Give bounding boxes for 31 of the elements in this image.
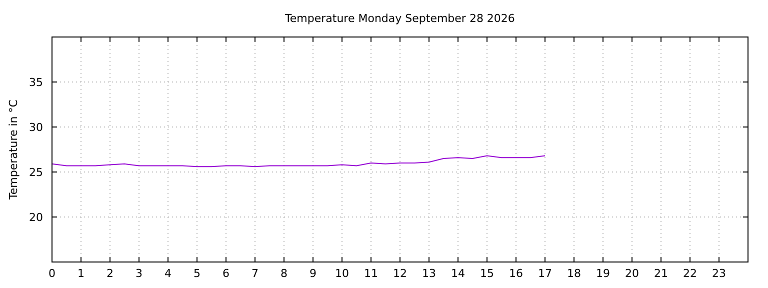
x-tick-label: 22	[683, 267, 697, 280]
chart-title: Temperature Monday September 28 2026	[284, 12, 515, 25]
x-tick-label: 6	[222, 267, 230, 280]
y-tick-label: 30	[29, 121, 43, 134]
x-tick-label: 8	[280, 267, 288, 280]
x-tick-label: 15	[480, 267, 494, 280]
x-tick-label: 0	[48, 267, 56, 280]
y-tick-label: 35	[29, 76, 43, 89]
x-tick-label: 20	[625, 267, 639, 280]
y-tick-label: 25	[29, 166, 43, 179]
x-tick-label: 2	[106, 267, 114, 280]
line-series	[52, 155, 546, 168]
x-tick-label: 16	[509, 267, 523, 280]
x-tick-label: 13	[422, 267, 436, 280]
x-tick-label: 17	[538, 267, 552, 280]
y-tick-label: 20	[29, 211, 43, 224]
x-tick-label: 5	[194, 267, 200, 280]
x-tick-label: 7	[252, 267, 258, 280]
x-tick-label: 4	[164, 267, 172, 280]
x-tick-label: 3	[136, 267, 142, 280]
x-tick-label: 10	[335, 267, 349, 280]
x-tick-label: 12	[393, 267, 407, 280]
x-tick-label: 19	[596, 267, 610, 280]
x-tick-label: 23	[712, 267, 726, 280]
y-axis-title: Temperature in °C	[7, 99, 20, 200]
x-tick-label: 14	[451, 267, 465, 280]
x-tick-label: 21	[654, 267, 668, 280]
x-tick-label: 18	[567, 267, 581, 280]
x-tick-label: 9	[310, 267, 316, 280]
x-tick-label: 11	[364, 267, 378, 280]
x-tick-label: 1	[78, 267, 84, 280]
